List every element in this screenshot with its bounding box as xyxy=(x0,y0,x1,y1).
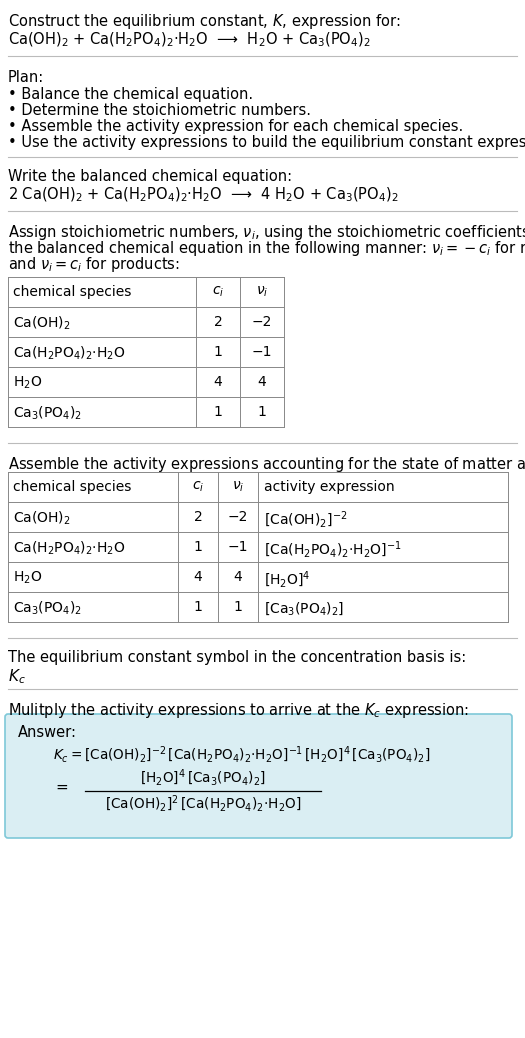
Text: Ca(H$_2$PO$_4$)$_2$·H$_2$O: Ca(H$_2$PO$_4$)$_2$·H$_2$O xyxy=(13,540,125,557)
Text: [Ca(H$_2$PO$_4$)$_2$·H$_2$O]$^{-1}$: [Ca(H$_2$PO$_4$)$_2$·H$_2$O]$^{-1}$ xyxy=(264,540,402,561)
Text: Ca$_3$(PO$_4$)$_2$: Ca$_3$(PO$_4$)$_2$ xyxy=(13,600,82,618)
Text: Assemble the activity expressions accounting for the state of matter and $\nu_i$: Assemble the activity expressions accoun… xyxy=(8,455,525,474)
Text: $c_i$: $c_i$ xyxy=(192,480,204,494)
Text: $c_i$: $c_i$ xyxy=(212,285,224,299)
Text: Ca$_3$(PO$_4$)$_2$: Ca$_3$(PO$_4$)$_2$ xyxy=(13,405,82,422)
Text: Write the balanced chemical equation:: Write the balanced chemical equation: xyxy=(8,169,292,184)
Text: 2: 2 xyxy=(194,510,202,524)
Text: −2: −2 xyxy=(252,315,272,329)
Text: $[\mathrm{H_2O}]^4\,[\mathrm{Ca_3(PO_4)_2}]$: $[\mathrm{H_2O}]^4\,[\mathrm{Ca_3(PO_4)_… xyxy=(140,768,266,789)
Text: 4: 4 xyxy=(258,375,266,389)
Text: The equilibrium constant symbol in the concentration basis is:: The equilibrium constant symbol in the c… xyxy=(8,650,466,665)
Text: 1: 1 xyxy=(234,600,243,614)
Text: chemical species: chemical species xyxy=(13,285,131,299)
Text: • Assemble the activity expression for each chemical species.: • Assemble the activity expression for e… xyxy=(8,119,463,134)
Text: 2 Ca(OH)$_2$ + Ca(H$_2$PO$_4$)$_2$·H$_2$O  ⟶  4 H$_2$O + Ca$_3$(PO$_4$)$_2$: 2 Ca(OH)$_2$ + Ca(H$_2$PO$_4$)$_2$·H$_2$… xyxy=(8,186,398,204)
Text: • Balance the chemical equation.: • Balance the chemical equation. xyxy=(8,87,253,102)
Text: [Ca$_3$(PO$_4$)$_2$]: [Ca$_3$(PO$_4$)$_2$] xyxy=(264,600,344,617)
Text: $=$: $=$ xyxy=(53,778,69,794)
Text: • Use the activity expressions to build the equilibrium constant expression.: • Use the activity expressions to build … xyxy=(8,135,525,151)
Text: $[\mathrm{Ca(OH)_2}]^2\,[\mathrm{Ca(H_2PO_4)_2{\cdot}H_2O}]$: $[\mathrm{Ca(OH)_2}]^2\,[\mathrm{Ca(H_2P… xyxy=(105,794,301,815)
Text: −2: −2 xyxy=(228,510,248,524)
Text: Ca(OH)$_2$ + Ca(H$_2$PO$_4$)$_2$·H$_2$O  ⟶  H$_2$O + Ca$_3$(PO$_4$)$_2$: Ca(OH)$_2$ + Ca(H$_2$PO$_4$)$_2$·H$_2$O … xyxy=(8,31,371,50)
Text: chemical species: chemical species xyxy=(13,480,131,494)
Text: 1: 1 xyxy=(194,600,203,614)
Text: [Ca(OH)$_2$]$^{-2}$: [Ca(OH)$_2$]$^{-2}$ xyxy=(264,510,348,530)
Text: Ca(OH)$_2$: Ca(OH)$_2$ xyxy=(13,315,71,332)
Text: Plan:: Plan: xyxy=(8,70,44,85)
Text: 1: 1 xyxy=(194,540,203,554)
Text: activity expression: activity expression xyxy=(264,480,395,494)
Text: Mulitply the activity expressions to arrive at the $K_c$ expression:: Mulitply the activity expressions to arr… xyxy=(8,701,469,720)
Text: $\nu_i$: $\nu_i$ xyxy=(256,285,268,299)
Text: Ca(OH)$_2$: Ca(OH)$_2$ xyxy=(13,510,71,527)
Text: Answer:: Answer: xyxy=(18,725,77,740)
Text: $K_c = [\mathrm{Ca(OH)_2}]^{-2}\,[\mathrm{Ca(H_2PO_4)_2{\cdot}H_2O}]^{-1}\,[\mat: $K_c = [\mathrm{Ca(OH)_2}]^{-2}\,[\mathr… xyxy=(53,745,430,765)
Text: and $\nu_i = c_i$ for products:: and $\nu_i = c_i$ for products: xyxy=(8,255,180,274)
FancyBboxPatch shape xyxy=(5,714,512,838)
Text: [H$_2$O]$^4$: [H$_2$O]$^4$ xyxy=(264,570,310,591)
Text: H$_2$O: H$_2$O xyxy=(13,375,43,391)
Text: 1: 1 xyxy=(258,405,266,419)
Text: • Determine the stoichiometric numbers.: • Determine the stoichiometric numbers. xyxy=(8,103,311,118)
Text: H$_2$O: H$_2$O xyxy=(13,570,43,586)
Text: Assign stoichiometric numbers, $\nu_i$, using the stoichiometric coefficients, $: Assign stoichiometric numbers, $\nu_i$, … xyxy=(8,223,525,242)
Text: the balanced chemical equation in the following manner: $\nu_i = -c_i$ for react: the balanced chemical equation in the fo… xyxy=(8,239,525,258)
Text: 1: 1 xyxy=(214,345,223,359)
Text: −1: −1 xyxy=(228,540,248,554)
Text: $K_c$: $K_c$ xyxy=(8,667,26,686)
Text: 2: 2 xyxy=(214,315,223,329)
Text: 4: 4 xyxy=(234,570,243,584)
Text: 1: 1 xyxy=(214,405,223,419)
Text: Construct the equilibrium constant, $K$, expression for:: Construct the equilibrium constant, $K$,… xyxy=(8,12,401,31)
Text: $\nu_i$: $\nu_i$ xyxy=(232,480,244,494)
Text: −1: −1 xyxy=(252,345,272,359)
Text: 4: 4 xyxy=(214,375,223,389)
Text: 4: 4 xyxy=(194,570,202,584)
Text: Ca(H$_2$PO$_4$)$_2$·H$_2$O: Ca(H$_2$PO$_4$)$_2$·H$_2$O xyxy=(13,345,125,362)
